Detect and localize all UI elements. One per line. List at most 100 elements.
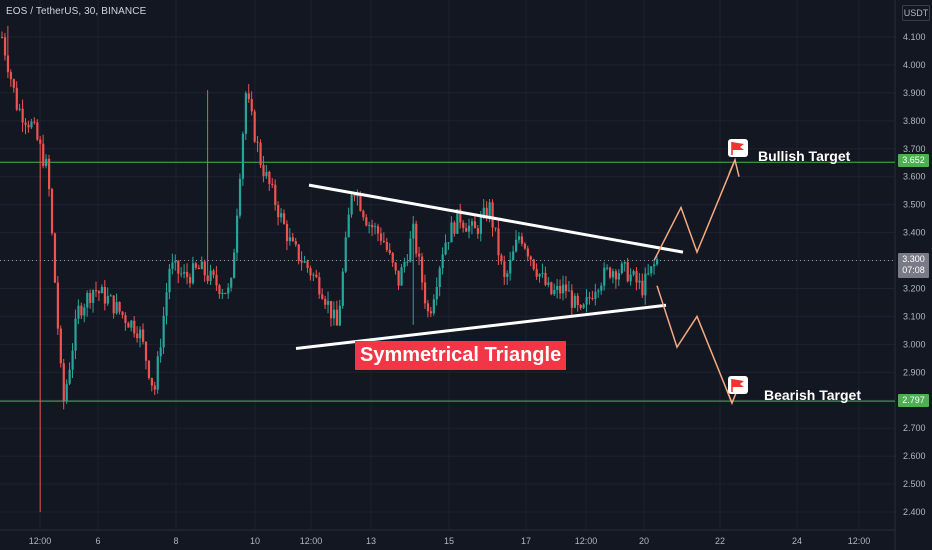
candle-body [92,290,95,303]
candle-body [238,178,242,216]
candle-body [382,240,386,242]
candle-body [294,241,297,245]
pattern-label: Symmetrical Triangle [355,341,567,370]
candle-body [488,202,491,219]
candle-body [36,122,39,140]
candle-body [153,385,156,390]
candle-body [262,164,265,177]
candle-body [629,274,632,282]
candle-body [65,383,68,402]
y-tick-label: 2.400 [903,507,926,517]
bullish-target-label: Bullish Target [758,148,851,164]
candle-body [544,272,547,285]
candle-body [112,295,115,314]
candle-body [603,267,606,286]
candle-body [39,139,42,144]
candle-body [567,290,571,292]
candle-body [585,297,588,305]
y-tick-label: 3.100 [903,311,926,321]
candle-body [318,277,321,295]
y-tick-label: 2.600 [903,451,926,461]
candle-body [350,195,353,215]
currency-button[interactable]: USDT [902,5,930,21]
candle-body [556,285,559,290]
x-tick-label: 8 [173,536,178,546]
candle-body [559,285,562,294]
candle-body [447,242,450,244]
candle-body [476,228,480,234]
x-tick-label: 17 [521,536,531,546]
candle-body [426,303,430,312]
candle-body [162,315,165,348]
candle-body [579,305,582,308]
x-tick-label: 12:00 [575,536,598,546]
candle-body [653,264,656,267]
candle-body [562,284,565,294]
candle-body [171,262,174,269]
candle-body [156,356,159,390]
candle-body [376,226,380,234]
y-tick-label: 3.800 [903,116,926,126]
candle-body [573,295,576,308]
candle-body [224,292,227,294]
candle-body [6,55,10,73]
candle-body [650,266,653,274]
candle-body [641,280,644,296]
y-tick-label: 3.200 [903,283,926,293]
candle-body [282,213,286,224]
candle-body [553,289,556,295]
candle-body [133,320,136,334]
candle-body [103,286,107,304]
candle-body [235,215,239,253]
candle-body [465,227,468,232]
candle-body [379,233,383,241]
x-tick-label: 13 [366,536,376,546]
current-price-tag: 3.300 07:08 [898,253,929,278]
x-tick-label: 12:00 [300,536,323,546]
candle-body [635,271,638,283]
candle-body [9,72,13,80]
candle-body [194,263,198,268]
symbol-title[interactable]: EOS / TetherUS, 30, BINANCE [6,6,147,17]
candle-body [623,262,626,264]
candle-body [332,309,336,319]
candle-body [594,291,597,299]
candle-body [315,274,318,278]
candle-body [600,285,603,291]
candle-body [139,329,142,339]
candle-body [638,280,641,283]
candle-body [285,223,289,242]
candle-body [611,271,615,278]
candle-body [538,273,541,277]
y-tick-label: 3.700 [903,144,926,154]
candle-body [50,189,54,234]
candle-body [503,261,506,277]
flag-icon [728,376,748,394]
candle-body [168,268,171,293]
candle-body [570,290,574,308]
bearish-projection [656,285,733,404]
candle-body [297,244,300,261]
candle-body [244,93,247,134]
y-tick-label: 3.600 [903,172,926,182]
candle-body [42,143,45,166]
candle-body [3,37,7,56]
candle-body [632,271,635,275]
candle-body [647,273,650,275]
candle-body [520,236,524,244]
candle-body [147,360,151,378]
candle-body [280,213,283,218]
bullish-price-tag: 3.652 [898,154,929,167]
candle-body [541,272,544,274]
y-tick-label: 2.900 [903,367,926,377]
candle-body [535,269,538,277]
candle-body [203,261,206,276]
candle-body [609,267,612,278]
candle-body [94,290,98,292]
candle-body [56,282,60,329]
candle-body [617,273,621,280]
candle-body [97,291,101,294]
candle-body [482,207,485,217]
candle-body [385,241,388,250]
